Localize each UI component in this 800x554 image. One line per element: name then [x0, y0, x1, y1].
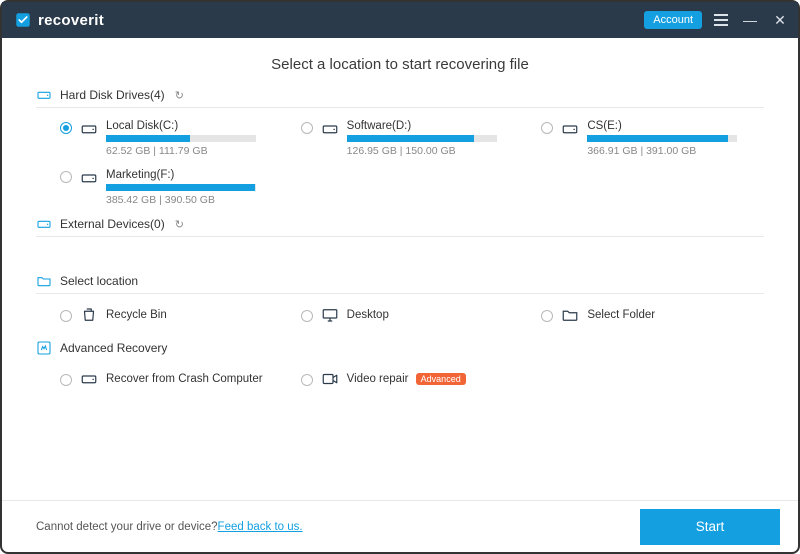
radio-selected[interactable] — [60, 122, 72, 134]
drive-label: CS(E:) — [587, 120, 737, 132]
drive-usage-bar — [347, 135, 497, 142]
minimize-button[interactable]: — — [740, 12, 760, 28]
recycle-bin-icon — [80, 306, 98, 324]
location-item-desktop[interactable]: Desktop — [301, 300, 524, 330]
advanced-item-crash[interactable]: Recover from Crash Computer — [60, 364, 283, 394]
drives-grid: Local Disk(C:) 62.52 GB | 111.79 GB Soft… — [36, 114, 764, 212]
radio[interactable] — [301, 310, 313, 322]
radio[interactable] — [60, 374, 72, 386]
drive-label: Local Disk(C:) — [106, 120, 256, 132]
radio[interactable] — [541, 122, 553, 134]
advanced-label: Recover from Crash Computer — [106, 373, 263, 385]
drive-size-text: 385.42 GB | 390.50 GB — [106, 194, 256, 206]
refresh-hdd-icon[interactable]: ↻ — [175, 89, 184, 102]
app-logo: recoverit — [14, 11, 104, 29]
refresh-ext-icon[interactable]: ↻ — [175, 218, 184, 231]
advanced-badge: Advanced — [416, 373, 466, 385]
drive-usage-bar — [587, 135, 737, 142]
drive-size-text: 62.52 GB | 111.79 GB — [106, 145, 256, 157]
section-loc-label: Select location — [60, 274, 138, 288]
drive-item[interactable]: Local Disk(C:) 62.52 GB | 111.79 GB — [60, 114, 283, 163]
section-ext-header: External Devices(0) ↻ — [36, 216, 764, 237]
hdd-icon — [36, 87, 52, 103]
drive-label: Marketing(F:) — [106, 169, 256, 181]
drive-size-text: 126.95 GB | 150.00 GB — [347, 145, 497, 157]
drive-usage-bar — [106, 135, 256, 142]
external-icon — [36, 216, 52, 232]
drive-usage-bar — [106, 184, 256, 191]
menu-icon[interactable] — [712, 12, 730, 28]
drive-icon — [561, 120, 579, 138]
radio[interactable] — [60, 171, 72, 183]
page-title: Select a location to start recovering fi… — [36, 56, 764, 73]
drive-item[interactable]: CS(E:) 366.91 GB | 391.00 GB — [541, 114, 764, 163]
section-hdd-label: Hard Disk Drives(4) — [60, 88, 165, 102]
video-repair-icon — [321, 370, 339, 388]
advanced-icon — [36, 340, 52, 356]
drive-icon — [80, 120, 98, 138]
main-content: Select a location to start recovering fi… — [2, 38, 798, 500]
radio[interactable] — [301, 122, 313, 134]
location-label: Recycle Bin — [106, 309, 167, 321]
folder-icon — [561, 306, 579, 324]
advanced-label: Video repair Advanced — [347, 373, 466, 385]
start-button[interactable]: Start — [640, 509, 780, 545]
section-adv-label: Advanced Recovery — [60, 341, 167, 355]
footer: Cannot detect your drive or device? Feed… — [2, 500, 798, 552]
radio[interactable] — [60, 310, 72, 322]
drive-icon — [321, 120, 339, 138]
advanced-item-video[interactable]: Video repair Advanced — [301, 364, 524, 394]
external-devices-empty — [36, 243, 764, 269]
section-adv-header: Advanced Recovery — [36, 340, 764, 358]
section-ext-label: External Devices(0) — [60, 217, 165, 231]
desktop-icon — [321, 306, 339, 324]
drive-icon — [80, 370, 98, 388]
drive-size-text: 366.91 GB | 391.00 GB — [587, 145, 737, 157]
locations-grid: Recycle Bin Desktop Select Folder — [36, 300, 764, 330]
drive-label: Software(D:) — [347, 120, 497, 132]
location-icon — [36, 273, 52, 289]
app-name: recoverit — [38, 12, 104, 29]
footer-text: Cannot detect your drive or device? — [36, 521, 218, 533]
section-loc-header: Select location — [36, 273, 764, 294]
radio[interactable] — [541, 310, 553, 322]
drive-item[interactable]: Marketing(F:) 385.42 GB | 390.50 GB — [60, 163, 283, 212]
drive-icon — [80, 169, 98, 187]
section-hdd-header: Hard Disk Drives(4) ↻ — [36, 87, 764, 108]
drive-item[interactable]: Software(D:) 126.95 GB | 150.00 GB — [301, 114, 524, 163]
feedback-link[interactable]: Feed back to us. — [218, 521, 303, 533]
advanced-grid: Recover from Crash Computer Video repair… — [36, 364, 764, 394]
logo-icon — [14, 11, 32, 29]
location-item-recyclebin[interactable]: Recycle Bin — [60, 300, 283, 330]
location-label: Desktop — [347, 309, 389, 321]
location-label: Select Folder — [587, 309, 655, 321]
advanced-label-text: Video repair — [347, 373, 409, 385]
account-button[interactable]: Account — [644, 11, 702, 29]
close-button[interactable]: ✕ — [770, 12, 790, 29]
location-item-folder[interactable]: Select Folder — [541, 300, 764, 330]
radio[interactable] — [301, 374, 313, 386]
titlebar: recoverit Account — ✕ — [2, 2, 798, 38]
